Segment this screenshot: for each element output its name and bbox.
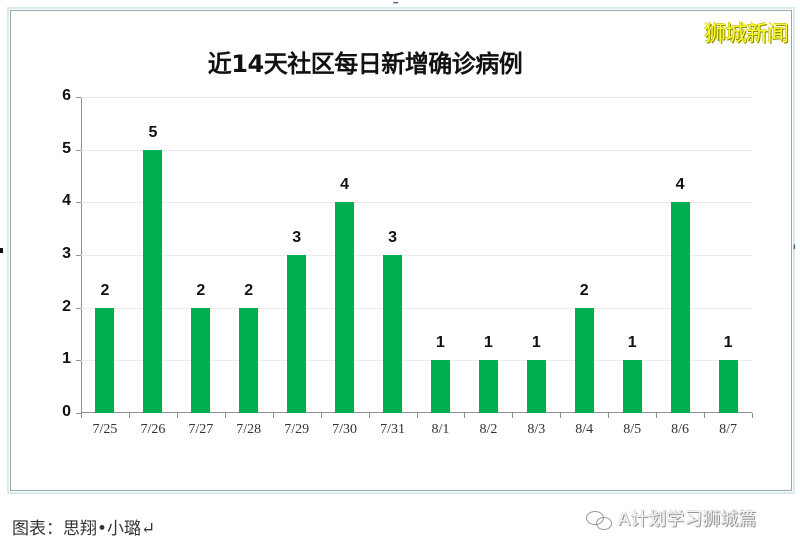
x-tick <box>704 413 706 418</box>
resize-handle-right[interactable]: •••• <box>790 244 796 249</box>
gridline <box>81 255 752 256</box>
bar-value-label: 1 <box>531 334 541 352</box>
x-tick <box>752 413 753 418</box>
bar-value-label: 3 <box>292 229 302 246</box>
gridline <box>81 97 752 98</box>
x-tick-label: 7/29 <box>284 422 310 437</box>
x-tick-label: 8/7 <box>719 422 737 437</box>
bar-value-label: 3 <box>388 229 397 246</box>
bar-value-label: 1 <box>436 334 445 352</box>
chart-caption: 图表：思翔•小璐↵ <box>12 519 156 539</box>
x-tick-label: 7/31 <box>380 422 405 437</box>
bar-value-label: 2 <box>579 281 589 299</box>
y-tick-label: 2 <box>62 297 71 315</box>
bar-value-label: 4 <box>340 176 350 194</box>
watermark-logo: 狮城新闻 <box>703 22 789 47</box>
y-tick-label: 0 <box>62 403 71 420</box>
x-tick <box>320 413 322 418</box>
bar[interactable] <box>670 202 690 413</box>
x-tick-label: 7/28 <box>236 422 262 437</box>
bar-value-label: 5 <box>148 123 158 141</box>
bar-value-label: 2 <box>196 281 206 299</box>
y-tick-label: 6 <box>62 87 71 104</box>
bar-value-label: 1 <box>627 334 637 352</box>
chart-frame-outer <box>7 7 795 494</box>
bar[interactable] <box>95 307 115 413</box>
y-tick-label: 5 <box>62 139 71 157</box>
bar[interactable] <box>574 307 594 413</box>
watermark-bottom-text: A计划学习狮城篇 <box>618 509 757 530</box>
bar[interactable] <box>143 149 163 413</box>
wechat-icon <box>586 511 614 530</box>
bar[interactable] <box>430 360 450 413</box>
x-tick-label: 7/27 <box>188 422 214 437</box>
x-tick-label: 8/4 <box>575 422 594 437</box>
y-tick <box>76 202 81 204</box>
x-tick <box>464 413 466 418</box>
gridline <box>81 149 752 151</box>
x-tick <box>608 413 610 418</box>
bar[interactable] <box>287 255 307 413</box>
x-tick-label: 8/2 <box>479 422 498 437</box>
bar[interactable] <box>526 360 546 413</box>
watermark-bottom: A计划学习狮城篇 <box>586 505 756 531</box>
y-tick-label: 4 <box>62 192 71 210</box>
x-tick <box>656 413 658 418</box>
bar[interactable] <box>478 360 498 413</box>
y-tick <box>76 255 81 256</box>
x-tick <box>512 413 514 418</box>
chart-title: 近14天社区每日新增确诊病例 <box>207 50 523 78</box>
x-tick <box>560 413 562 418</box>
y-tick-label: 3 <box>62 245 71 262</box>
resize-handle-left[interactable] <box>0 248 3 253</box>
y-tick <box>76 413 81 414</box>
y-tick-label: 1 <box>62 350 71 368</box>
y-tick <box>76 360 81 362</box>
x-tick <box>176 413 178 418</box>
x-tick <box>272 413 274 418</box>
bar-value-label: 2 <box>244 281 254 299</box>
bar-value-label: 4 <box>675 176 685 194</box>
y-tick <box>76 149 81 151</box>
y-tick <box>76 307 81 309</box>
x-tick <box>416 413 418 418</box>
x-tick <box>81 413 82 418</box>
bar[interactable] <box>335 202 355 413</box>
x-tick-label: 7/25 <box>92 422 118 437</box>
bar-value-label: 1 <box>483 334 493 352</box>
plot-area: 0 1 2 3 4 5 6 2 5 2 2 3 4 3 1 1 1 2 1 4 1 <box>62 87 753 420</box>
y-tick <box>76 97 81 98</box>
x-tick-label: 8/5 <box>623 422 642 437</box>
bar[interactable] <box>383 255 403 413</box>
gridline <box>81 202 752 204</box>
resize-handle-top[interactable]: •••• <box>393 1 399 7</box>
x-tick <box>368 413 370 418</box>
x-tick-label: 8/6 <box>671 422 690 437</box>
bar[interactable] <box>239 307 259 413</box>
gridline <box>81 307 752 309</box>
x-tick <box>224 413 226 418</box>
gridline <box>81 360 752 362</box>
x-tick-label: 7/26 <box>140 422 166 437</box>
x-axis <box>81 412 752 413</box>
bar-value-label: 1 <box>723 334 733 352</box>
x-tick-label: 7/30 <box>332 422 358 437</box>
x-tick-label: 8/1 <box>431 422 450 437</box>
x-tick <box>128 413 130 418</box>
bar[interactable] <box>622 360 642 413</box>
bar[interactable] <box>718 360 738 413</box>
x-tick-label: 8/3 <box>527 422 546 437</box>
bar[interactable] <box>191 307 211 413</box>
bar-value-label: 2 <box>100 281 110 299</box>
